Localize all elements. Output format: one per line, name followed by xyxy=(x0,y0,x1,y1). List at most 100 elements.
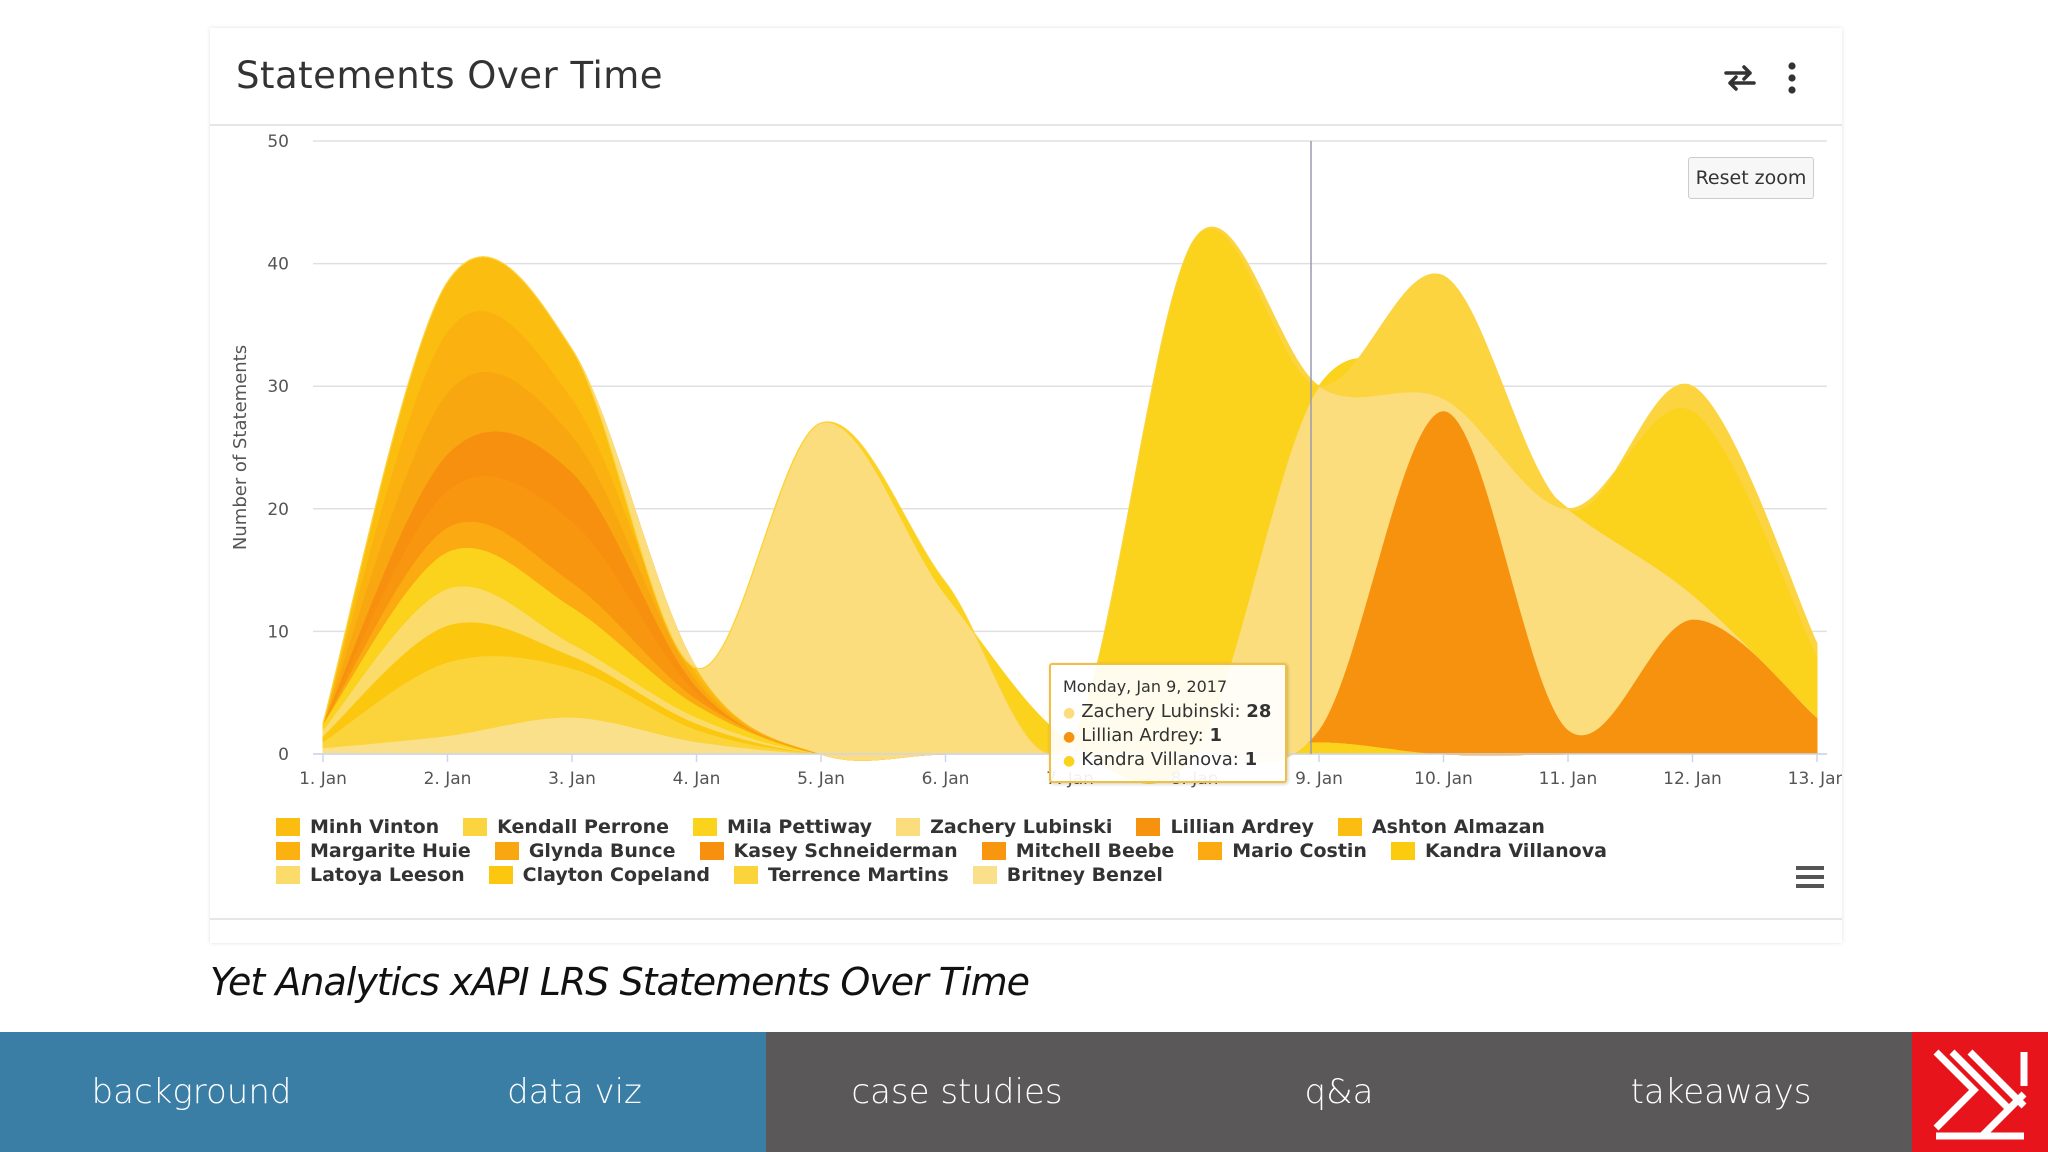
legend-item[interactable]: Lillian Ardrey xyxy=(1136,816,1314,838)
x-tick-label: 2. Jan xyxy=(424,769,472,789)
legend-swatch xyxy=(488,866,513,884)
slide-caption: Yet Analytics xAPI LRS Statements Over T… xyxy=(210,960,1030,1004)
y-tick-label: 20 xyxy=(267,500,289,520)
legend-label: Terrence Martins xyxy=(767,864,949,886)
legend-label: Kendall Perrone xyxy=(497,816,670,838)
legend-item[interactable]: Britney Benzel xyxy=(972,864,1163,886)
menu-bar xyxy=(1796,866,1824,870)
swap-arrows-icon[interactable] xyxy=(1718,56,1762,100)
legend-swatch xyxy=(463,818,488,836)
tooltip-series-value: 1 xyxy=(1244,749,1258,770)
y-tick-label: 40 xyxy=(267,255,289,275)
x-tick-label: 6. Jan xyxy=(922,769,970,789)
legend-item[interactable]: Margarite Huie xyxy=(276,840,471,862)
legend-label: Mario Costin xyxy=(1232,840,1367,862)
x-tick-label: 12. Jan xyxy=(1663,769,1722,789)
tooltip-row: ● Lillian Ardrey: 1 xyxy=(1063,725,1222,746)
area-series xyxy=(322,227,1818,754)
tooltip-series-value: 1 xyxy=(1209,725,1222,746)
legend-swatch xyxy=(494,842,519,860)
x-tick-label: 1. Jan xyxy=(299,769,347,789)
legend-item[interactable]: Clayton Copeland xyxy=(488,864,710,886)
nav-tab-takeaways[interactable]: takeaways xyxy=(1530,1032,1912,1152)
menu-bar xyxy=(1796,884,1824,888)
legend-swatch xyxy=(693,818,718,836)
legend-label: Mitchell Beebe xyxy=(1015,840,1175,862)
tooltip-row: ● Kandra Villanova: 1 xyxy=(1063,749,1258,770)
tooltip-dot: ● xyxy=(1063,705,1076,721)
tooltip-dot: ● xyxy=(1063,729,1076,745)
legend-item[interactable]: Terrence Martins xyxy=(733,864,949,886)
nav-tab-case-studies[interactable]: case studies xyxy=(766,1032,1148,1152)
legend-label: Glynda Bunce xyxy=(528,840,676,862)
legend-item[interactable]: Mario Costin xyxy=(1198,840,1367,862)
legend-item[interactable]: Zachery Lubinski xyxy=(896,816,1112,838)
menu-bar xyxy=(1796,875,1824,879)
nav-tab-data-viz[interactable]: data viz xyxy=(383,1032,766,1152)
tooltip-dot: ● xyxy=(1063,753,1076,769)
legend-swatch xyxy=(276,842,300,860)
legend-item[interactable]: Ashton Almazan xyxy=(1337,816,1545,838)
legend-item[interactable]: Mitchell Beebe xyxy=(981,840,1175,862)
legend-label: Lillian Ardrey xyxy=(1170,816,1314,838)
x-tick-label: 4. Jan xyxy=(673,769,721,789)
legend-swatch xyxy=(1337,818,1362,836)
hamburger-menu-icon[interactable] xyxy=(1796,866,1824,890)
legend-swatch xyxy=(276,818,300,836)
y-tick-label: 10 xyxy=(267,622,289,642)
card-title: Statements Over Time xyxy=(236,54,664,97)
chart-legend: Minh Vinton Kendall Perrone Mila Pettiway Z… xyxy=(276,816,1796,890)
legend-label: Margarite Huie xyxy=(310,840,471,862)
y-tick-label: 50 xyxy=(267,132,289,152)
legend-swatch xyxy=(896,818,921,836)
x-tick-label: 13. Jan xyxy=(1788,769,1842,789)
legend-swatch xyxy=(699,842,724,860)
legend-label: Clayton Copeland xyxy=(522,864,710,886)
y-axis-title: Number of Statements xyxy=(230,345,251,550)
nav-tab-background[interactable]: background xyxy=(0,1032,383,1152)
card-divider xyxy=(210,918,1842,920)
legend-item[interactable]: Kasey Schneiderman xyxy=(699,840,958,862)
legend-swatch xyxy=(981,842,1006,860)
legend-item[interactable]: Kendall Perrone xyxy=(463,816,669,838)
legend-swatch xyxy=(972,866,997,884)
legend-label: Latoya Leeson xyxy=(310,864,465,886)
legend-swatch xyxy=(1390,842,1415,860)
y-tick-label: 0 xyxy=(278,745,289,765)
tooltip-date: Monday, Jan 9, 2017 xyxy=(1063,677,1228,696)
legend-label: Britney Benzel xyxy=(1006,864,1163,886)
y-tick-label: 30 xyxy=(267,377,289,397)
tooltip-series-value: 28 xyxy=(1246,701,1272,722)
legend-swatch xyxy=(1136,818,1161,836)
chart-tooltip: Monday, Jan 9, 2017 ● Zachery Lubinski: 2… xyxy=(1049,663,1287,783)
nav-tab-qa[interactable]: q&a xyxy=(1148,1032,1530,1152)
x-tick-label: 10. Jan xyxy=(1414,769,1473,789)
card-header: Statements Over Time xyxy=(210,28,1842,126)
legend-item[interactable]: Kandra Villanova xyxy=(1390,840,1607,862)
legend-item[interactable]: Mila Pettiway xyxy=(693,816,872,838)
legend-item[interactable]: Minh Vinton xyxy=(276,816,439,838)
reset-zoom-button[interactable]: Reset zoom xyxy=(1688,157,1814,199)
x-tick-label: 11. Jan xyxy=(1539,769,1598,789)
tooltip-series-name: Lillian Ardrey xyxy=(1081,725,1198,746)
legend-label: Minh Vinton xyxy=(310,816,440,838)
legend-swatch xyxy=(276,866,300,884)
legend-item[interactable]: Latoya Leeson xyxy=(276,864,465,886)
legend-label: Zachery Lubinski xyxy=(930,816,1113,838)
legend-swatch xyxy=(1198,842,1223,860)
slide-navbar: background data viz case studies q&a tak… xyxy=(0,1032,2048,1152)
tooltip-row: ● Zachery Lubinski: 28 xyxy=(1063,701,1272,722)
x-tick-label: 3. Jan xyxy=(548,769,596,789)
legend-label: Kasey Schneiderman xyxy=(733,840,958,862)
legend-label: Kandra Villanova xyxy=(1424,840,1607,862)
legend-item[interactable]: Glynda Bunce xyxy=(494,840,676,862)
tooltip-series-name: Zachery Lubinski xyxy=(1081,701,1235,722)
legend-swatch xyxy=(733,866,758,884)
tooltip-series-name: Kandra Villanova xyxy=(1081,749,1233,770)
x-tick-label: 9. Jan xyxy=(1295,769,1343,789)
more-vertical-icon[interactable] xyxy=(1770,56,1814,100)
brand-logo-icon[interactable] xyxy=(1912,1032,2048,1152)
x-tick-label: 5. Jan xyxy=(797,769,845,789)
area-chart[interactable]: 0 10 20 30 40 50 Number of Statements 1. Jan 2. … xyxy=(210,124,1842,804)
legend-label: Ashton Almazan xyxy=(1371,816,1545,838)
